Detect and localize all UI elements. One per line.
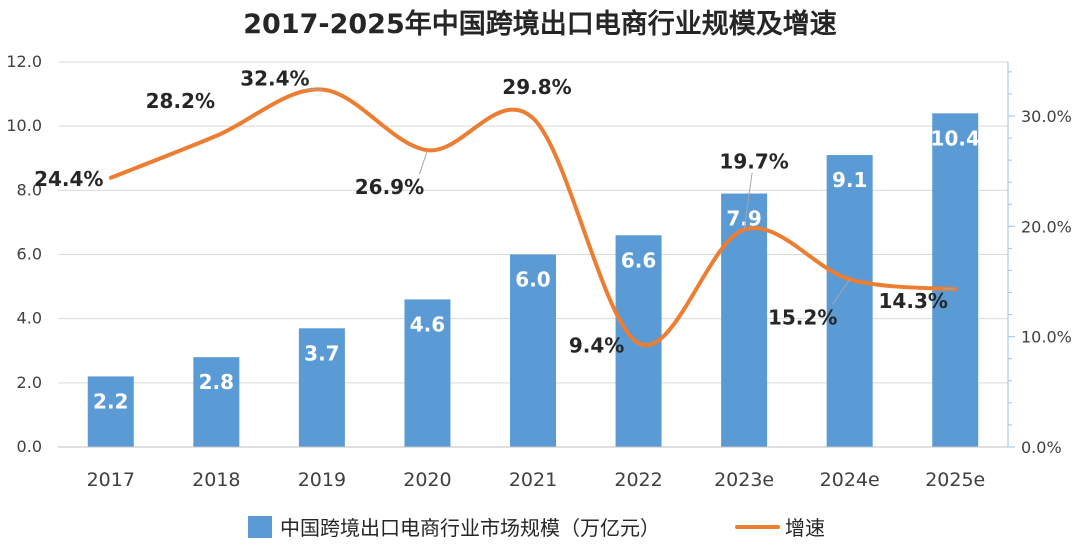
left-tick-label: 0.0 bbox=[17, 437, 42, 456]
growth-value-label: 29.8% bbox=[502, 75, 571, 99]
growth-line bbox=[108, 87, 958, 348]
legend-line-label: 增速 bbox=[785, 516, 825, 540]
bar-value-label: 4.6 bbox=[410, 312, 445, 336]
left-axis: 0.0 2.0 4.0 6.0 8.0 10.0 12.0 bbox=[6, 52, 42, 456]
x-axis: 2017 2018 2019 2020 2021 2022 2023e 2024e 2025e bbox=[58, 446, 1008, 491]
growth-value-label: 32.4% bbox=[240, 67, 309, 91]
bar-value-label: 2.8 bbox=[199, 370, 234, 394]
line-labels: 24.4% 28.2% 32.4% 26.9% 29.8% 9.4% 19.7% 15.2% 1… bbox=[34, 67, 948, 358]
bar bbox=[298, 328, 345, 447]
leader-lines bbox=[304, 89, 956, 305]
category-label: 2019 bbox=[298, 469, 346, 491]
left-tick-label: 12.0 bbox=[6, 52, 42, 71]
legend: 中国跨境出口电商行业市场规模（万亿元） 增速 bbox=[248, 516, 825, 540]
category-label: 2021 bbox=[509, 469, 557, 491]
right-tick-label: 10.0% bbox=[1021, 328, 1072, 347]
legend-bar-label: 中国跨境出口电商行业市场规模（万亿元） bbox=[280, 516, 660, 540]
bar-series bbox=[87, 113, 979, 447]
leader-line bbox=[943, 287, 956, 290]
bar-value-label: 2.2 bbox=[93, 389, 128, 413]
growth-value-label: 26.9% bbox=[355, 175, 424, 199]
left-tick-label: 6.0 bbox=[17, 245, 42, 264]
bar bbox=[87, 376, 134, 447]
bar bbox=[404, 299, 451, 447]
line-series bbox=[108, 87, 958, 348]
right-tick-label: 30.0% bbox=[1021, 107, 1072, 126]
chart-title: 2017-2025年中国跨境出口电商行业规模及增速 bbox=[243, 8, 837, 40]
leader-line bbox=[832, 279, 851, 305]
bar bbox=[510, 254, 556, 447]
bar bbox=[721, 193, 768, 447]
bar bbox=[826, 155, 873, 447]
bar bbox=[193, 357, 240, 447]
growth-value-label: 28.2% bbox=[146, 89, 215, 113]
bar-value-label: 6.6 bbox=[621, 248, 656, 272]
growth-value-label: 9.4% bbox=[569, 333, 624, 357]
bar-value-label: 9.1 bbox=[832, 168, 867, 192]
category-label: 2024e bbox=[820, 469, 880, 491]
right-tick-label: 20.0% bbox=[1021, 217, 1072, 236]
category-label: 2025e bbox=[925, 469, 985, 491]
growth-value-label: 14.3% bbox=[879, 289, 948, 313]
category-label: 2022 bbox=[614, 469, 662, 491]
leader-line bbox=[418, 150, 428, 175]
category-label: 2023e bbox=[714, 469, 774, 491]
right-tick-label: 0.0% bbox=[1021, 438, 1062, 457]
right-axis: 0.0% 10.0% 20.0% 30.0% bbox=[1007, 62, 1072, 457]
growth-value-label: 15.2% bbox=[768, 305, 837, 329]
bar-value-label: 3.7 bbox=[304, 341, 339, 365]
category-label: 2017 bbox=[87, 469, 135, 491]
leader-line bbox=[743, 172, 753, 230]
left-tick-label: 10.0 bbox=[6, 116, 42, 135]
legend-bar-swatch bbox=[248, 516, 272, 538]
left-tick-label: 2.0 bbox=[17, 373, 42, 392]
category-label: 2020 bbox=[403, 469, 451, 491]
left-tick-label: 8.0 bbox=[17, 180, 42, 199]
bar-value-label: 6.0 bbox=[515, 268, 550, 292]
growth-value-label: 19.7% bbox=[719, 150, 788, 174]
category-label: 2018 bbox=[192, 469, 240, 491]
bar bbox=[932, 113, 979, 447]
growth-value-label: 24.4% bbox=[34, 167, 103, 191]
bar-value-label: 10.4 bbox=[931, 126, 980, 150]
left-tick-label: 4.0 bbox=[17, 309, 42, 328]
